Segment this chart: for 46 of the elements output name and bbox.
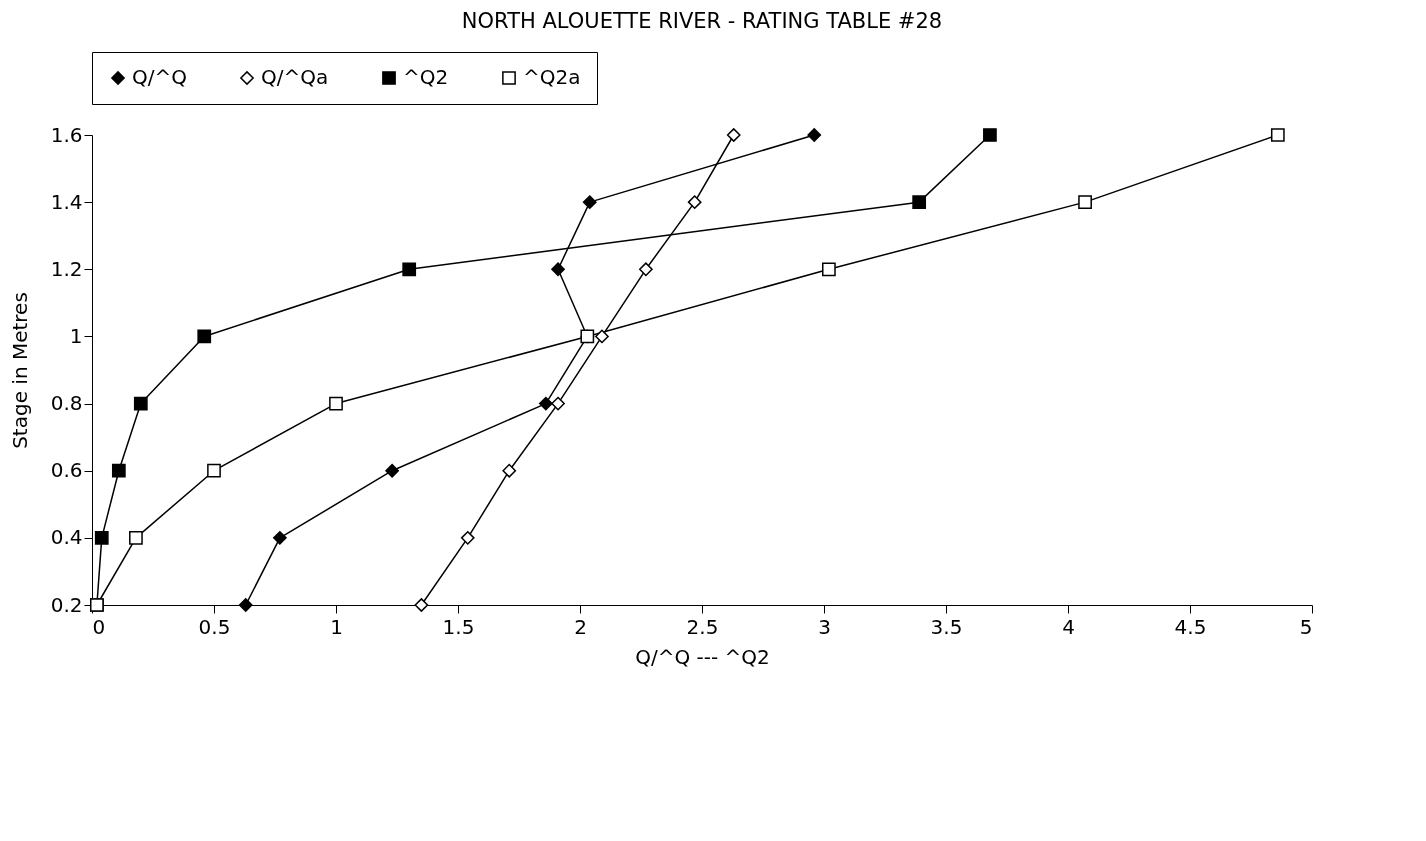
y-tick-label: 1.2 bbox=[50, 256, 83, 281]
point bbox=[329, 396, 343, 411]
point bbox=[551, 262, 565, 277]
x-tick-label: 0 bbox=[92, 614, 106, 639]
point bbox=[582, 195, 597, 210]
legend-label: ^Q2a bbox=[523, 65, 581, 89]
y-tick-label: 1 bbox=[69, 323, 83, 348]
point bbox=[273, 530, 287, 545]
point bbox=[207, 463, 221, 478]
y-tick-label: 0.8 bbox=[50, 391, 83, 416]
legend-label: Q/^Q bbox=[132, 65, 187, 89]
x-tick-label: 0.5 bbox=[198, 614, 231, 639]
x-axis-title: Q/^Q --- ^Q2 bbox=[635, 644, 770, 669]
point bbox=[402, 262, 417, 277]
point bbox=[94, 530, 109, 545]
y-tick-label: 1.4 bbox=[50, 189, 83, 214]
y-tick-label: 0.4 bbox=[50, 525, 83, 550]
point bbox=[822, 262, 836, 277]
point bbox=[111, 463, 126, 478]
chart-title: NORTH ALOUETTE RIVER - RATING TABLE #28 bbox=[461, 8, 943, 33]
point bbox=[385, 463, 399, 478]
y-tick-label: 0.6 bbox=[50, 458, 83, 483]
x-tick-label: 4 bbox=[1062, 614, 1075, 639]
point bbox=[538, 396, 553, 411]
point bbox=[129, 530, 143, 545]
x-tick-label: 5 bbox=[1299, 614, 1313, 639]
x-tick-label: 2 bbox=[574, 614, 587, 639]
x-tick-label: 2.5 bbox=[686, 614, 719, 639]
x-tick-label: 1.5 bbox=[442, 614, 475, 639]
point bbox=[133, 396, 148, 411]
point bbox=[1078, 195, 1092, 210]
point bbox=[912, 195, 927, 210]
point bbox=[983, 128, 997, 142]
x-tick-label: 1 bbox=[330, 614, 343, 639]
y-axis-title: Stage in Metres bbox=[7, 292, 32, 449]
y-tick-label: 1.6 bbox=[50, 122, 83, 147]
x-tick-label: 3.5 bbox=[930, 614, 963, 639]
x-tick-label: 3 bbox=[818, 614, 831, 639]
legend-label: ^Q2 bbox=[403, 65, 449, 89]
point bbox=[197, 329, 212, 344]
legend-label: Q/^Qa bbox=[261, 65, 329, 89]
y-tick-label: 0.2 bbox=[50, 592, 83, 617]
point bbox=[1270, 128, 1285, 142]
x-tick-label: 4.5 bbox=[1174, 614, 1207, 639]
point bbox=[807, 128, 822, 142]
point bbox=[238, 598, 253, 612]
